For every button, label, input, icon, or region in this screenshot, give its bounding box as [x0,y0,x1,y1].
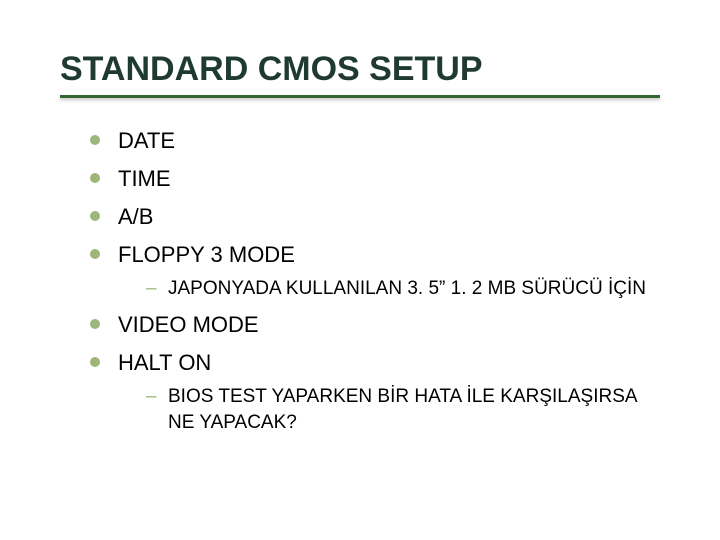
sub-list: BIOS TEST YAPARKEN BİR HATA İLE KARŞILAŞ… [118,384,660,436]
sub-list-item: BIOS TEST YAPARKEN BİR HATA İLE KARŞILAŞ… [146,384,660,436]
bullet-label: A/B [118,204,153,229]
list-item: HALT ON BIOS TEST YAPARKEN BİR HATA İLE … [90,348,660,436]
sub-bullet-label: BIOS TEST YAPARKEN BİR HATA İLE KARŞILAŞ… [168,386,637,433]
list-item: A/B [90,202,660,232]
title-underline [60,95,660,98]
list-item: TIME [90,164,660,194]
slide-title: STANDARD CMOS SETUP [60,50,660,89]
sub-list: JAPONYADA KULLANILAN 3. 5” 1. 2 MB SÜRÜC… [118,276,660,302]
slide: STANDARD CMOS SETUP DATE TIME A/B FLOPPY… [0,0,720,540]
list-item: FLOPPY 3 MODE JAPONYADA KULLANILAN 3. 5”… [90,240,660,302]
bullet-label: DATE [118,128,175,153]
bullet-label: VIDEO MODE [118,312,259,337]
bullet-list: DATE TIME A/B FLOPPY 3 MODE JAPONYADA KU… [60,126,660,436]
list-item: VIDEO MODE [90,310,660,340]
bullet-label: TIME [118,166,171,191]
sub-bullet-label: JAPONYADA KULLANILAN 3. 5” 1. 2 MB SÜRÜC… [168,278,646,299]
bullet-label: HALT ON [118,350,211,375]
sub-list-item: JAPONYADA KULLANILAN 3. 5” 1. 2 MB SÜRÜC… [146,276,660,302]
bullet-label: FLOPPY 3 MODE [118,242,295,267]
list-item: DATE [90,126,660,156]
